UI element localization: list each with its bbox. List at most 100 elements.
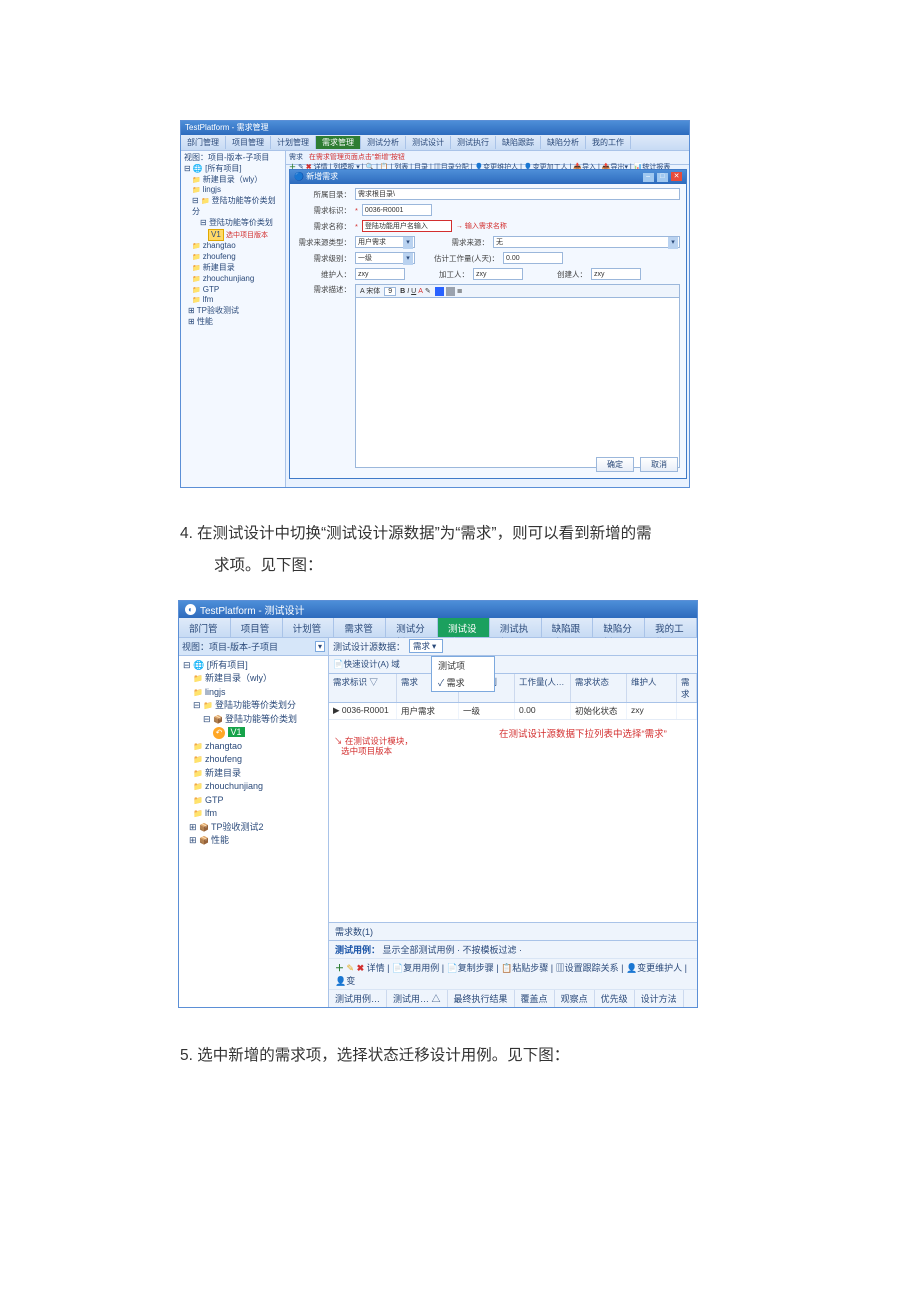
list-icon[interactable]: ≣ (457, 287, 463, 295)
col-id[interactable]: 需求标识 ▽ (329, 674, 397, 702)
col[interactable]: 优先级 (595, 990, 635, 1007)
col[interactable]: 设计方法 (635, 990, 684, 1007)
tab-defect[interactable]: 缺陷跟踪 (496, 136, 541, 149)
color-icon[interactable]: A (418, 288, 423, 295)
tree-item[interactable]: zhangtao (183, 740, 324, 754)
project-tree[interactable]: 视图：项目-版本-子项目 ▾ ⊟ 🌐 [所有项目] 新建目录（wly） ling… (179, 638, 329, 1007)
cancel-button[interactable]: 取消 (640, 457, 678, 472)
tab-design[interactable]: 测试设计 (406, 136, 451, 149)
tab-requirement[interactable]: 需求管理 (316, 136, 361, 149)
col[interactable]: 测试用… △ (387, 990, 448, 1007)
dropdown-option-selected[interactable]: 需求 (432, 674, 494, 691)
tab-defectan[interactable]: 缺陷分析 (593, 618, 645, 637)
worker-field[interactable]: zxy (473, 268, 523, 280)
bottom-tab[interactable]: 需求数(1) (329, 922, 697, 940)
tree-item[interactable]: 登陆功能等价类划 (209, 218, 273, 227)
tree-item[interactable]: lingjs (184, 185, 282, 196)
tree-item[interactable]: 性能 (197, 317, 213, 326)
tab-dept[interactable]: 部门管理 (181, 136, 226, 149)
design-toolbar[interactable]: 📄快速设计(A) 域 (329, 656, 697, 674)
font-select[interactable]: A 宋体 (360, 286, 380, 296)
tree-item[interactable]: zhoufeng (184, 252, 282, 263)
tree-item[interactable]: zhangtao (184, 241, 282, 252)
dir-field[interactable]: 需求根目录\ (355, 188, 680, 200)
tab-mywork[interactable]: 我的工作 (586, 136, 631, 149)
name-field[interactable]: 登陆功能用户名输入 (362, 220, 452, 232)
tree-item[interactable]: 登陆功能等价类划分 (192, 196, 276, 216)
effort-field[interactable]: 0.00 (503, 252, 563, 264)
tree-item[interactable]: GTP (183, 794, 324, 808)
add-icon[interactable]: ＋ (335, 963, 344, 973)
maximize-icon[interactable]: □ (657, 173, 668, 182)
tab-plan[interactable]: 计划管理 (271, 136, 316, 149)
cases-toolbar[interactable]: 详情 | 📄复用用例 | 📄复制步骤 | 📋粘贴步骤 | ▥设置跟踪关系 | 👤… (335, 963, 687, 986)
tab-defect[interactable]: 缺陷跟踪 (542, 618, 594, 637)
col-req2[interactable]: 需求 (677, 674, 697, 702)
ok-button[interactable]: 确定 (596, 457, 634, 472)
tree-item[interactable]: 登陆功能等价类划 (213, 714, 297, 724)
col-status[interactable]: 需求状态 (571, 674, 627, 702)
grid-row[interactable]: ▶ 0036-R0001 用户需求 一级 0.00 初始化状态 zxy (329, 703, 697, 720)
tree-root[interactable]: [所有项目] (207, 660, 248, 670)
level-select[interactable]: 一级 (355, 252, 415, 264)
cases-filter[interactable]: 显示全部测试用例 · 不按模板过滤 · (383, 945, 523, 955)
tree-item[interactable]: 新建目录（wly） (183, 672, 324, 686)
project-tree[interactable]: 视图：项目-版本-子项目 ⊟ 🌐 [所有项目] 新建目录（wly） lingjs… (181, 151, 286, 487)
tree-root[interactable]: [所有项目] (205, 164, 241, 173)
tree-item[interactable]: TP验收测试2 (199, 822, 263, 832)
tab-dept[interactable]: 部门管理 (179, 618, 231, 637)
tree-item[interactable]: 新建目录 (184, 263, 282, 274)
col[interactable]: 覆盖点 (515, 990, 555, 1007)
bold-icon[interactable]: B (400, 288, 405, 295)
tree-item[interactable]: 新建目录 (183, 767, 324, 781)
src-select[interactable]: 无 (493, 236, 680, 248)
tree-item[interactable]: 新建目录（wly） (184, 175, 282, 186)
tab-analysis[interactable]: 测试分析 (361, 136, 406, 149)
col[interactable]: 测试用例… (329, 990, 387, 1007)
swatch-icon[interactable] (446, 287, 455, 296)
maintainer-field[interactable]: zxy (355, 268, 405, 280)
source-dropdown[interactable]: 需求 (409, 639, 443, 653)
tree-item[interactable]: lfm (184, 295, 282, 306)
tree-item[interactable]: lfm (183, 807, 324, 821)
view-selector[interactable]: 视图：项目-版本-子项目 (184, 153, 282, 164)
tree-item[interactable]: zhouchunjiang (184, 274, 282, 285)
close-icon[interactable]: ✕ (671, 172, 682, 181)
tab-mywork[interactable]: 我的工作 (645, 618, 697, 637)
tree-item-selected[interactable]: V1 (228, 727, 245, 737)
col[interactable]: 观察点 (555, 990, 595, 1007)
tab-exec[interactable]: 测试执行 (451, 136, 496, 149)
swatch-icon[interactable] (435, 287, 444, 296)
col-effort[interactable]: 工作量(人… (515, 674, 571, 702)
source-dropdown-menu[interactable]: 测试项 需求 (431, 656, 495, 692)
tree-item-selected[interactable]: V1 (208, 229, 224, 242)
highlight-icon[interactable]: ✎ (425, 287, 431, 295)
italic-icon[interactable]: I (407, 288, 409, 295)
delete-icon[interactable]: ✖ (357, 963, 365, 973)
edit-icon[interactable]: ✎ (347, 963, 355, 973)
tab-defectan[interactable]: 缺陷分析 (541, 136, 586, 149)
tree-item[interactable]: 性能 (199, 835, 229, 845)
tab-exec[interactable]: 测试执行 (490, 618, 542, 637)
view-dropdown-icon[interactable]: ▾ (315, 641, 325, 652)
tree-item[interactable]: zhouchunjiang (183, 780, 324, 794)
tab-project[interactable]: 项目管理 (231, 618, 283, 637)
back-icon[interactable]: ↶ (213, 727, 225, 739)
tab-project[interactable]: 项目管理 (226, 136, 271, 149)
desc-textarea[interactable] (355, 298, 680, 468)
tree-item[interactable]: 登陆功能等价类划分 (203, 700, 296, 710)
tree-item[interactable]: zhoufeng (183, 753, 324, 767)
tab-requirement[interactable]: 需求管理 (334, 618, 386, 637)
tree-item[interactable]: GTP (184, 285, 282, 296)
dropdown-option[interactable]: 测试项 (432, 657, 494, 674)
col-maint[interactable]: 维护人 (627, 674, 677, 702)
srctype-select[interactable]: 用户需求 (355, 236, 415, 248)
tab-design[interactable]: 测试设计 (438, 618, 490, 637)
underline-icon[interactable]: U (411, 288, 416, 295)
tab-plan[interactable]: 计划管理 (283, 618, 335, 637)
rte-toolbar[interactable]: A 宋体 9 B I U A ✎ (355, 284, 680, 298)
tab-analysis[interactable]: 测试分析 (386, 618, 438, 637)
id-field[interactable]: 0036-R0001 (362, 204, 432, 216)
size-select[interactable]: 9 (384, 287, 396, 296)
col[interactable]: 最终执行结果 (448, 990, 515, 1007)
